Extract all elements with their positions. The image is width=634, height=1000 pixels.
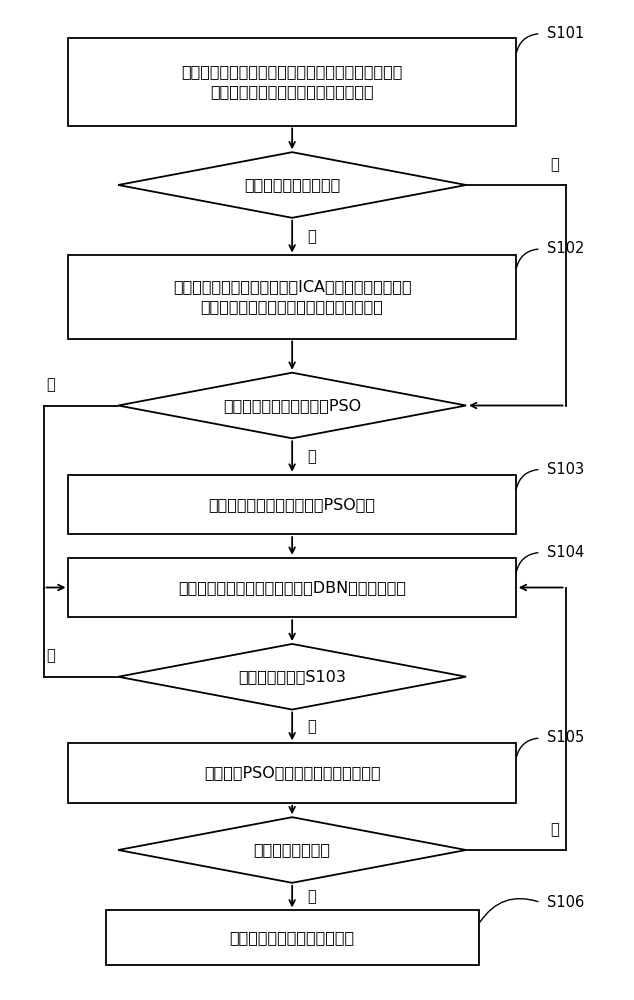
FancyBboxPatch shape xyxy=(106,910,479,965)
Polygon shape xyxy=(118,152,466,218)
Text: S104: S104 xyxy=(547,545,584,560)
Text: 否: 否 xyxy=(47,649,56,664)
Text: 是: 是 xyxy=(307,229,316,244)
Text: 否: 否 xyxy=(550,822,559,837)
Text: 是否达到终止条件: 是否达到终止条件 xyxy=(254,842,331,857)
Text: S102: S102 xyxy=(547,241,585,256)
Text: 将获得的多组工况钻井数据生成样本集，从所述样本
集中抽取多组工况钻井数据作为训练集: 将获得的多组工况钻井数据生成样本集，从所述样本 集中抽取多组工况钻井数据作为训练… xyxy=(181,64,403,99)
Text: S105: S105 xyxy=(547,730,584,746)
Text: 更新所述PSO参数中的粒子速度和位置: 更新所述PSO参数中的粒子速度和位置 xyxy=(204,766,380,780)
FancyBboxPatch shape xyxy=(68,558,516,617)
Polygon shape xyxy=(118,373,466,438)
Polygon shape xyxy=(118,644,466,710)
Text: 是: 是 xyxy=(307,889,316,904)
Text: 否: 否 xyxy=(47,377,56,392)
Text: S101: S101 xyxy=(547,26,584,41)
Text: 是: 是 xyxy=(307,449,316,464)
Text: 是: 是 xyxy=(307,719,316,734)
Text: 是否执行过步骤S103: 是否执行过步骤S103 xyxy=(238,669,346,684)
Text: 否: 否 xyxy=(550,157,559,172)
FancyBboxPatch shape xyxy=(68,38,516,126)
Text: S106: S106 xyxy=(547,895,584,910)
Polygon shape xyxy=(118,817,466,883)
Text: 终止训练，得到工况监测模型: 终止训练，得到工况监测模型 xyxy=(230,930,354,945)
FancyBboxPatch shape xyxy=(68,475,516,534)
Text: 对所述训练集做独立主元分析ICA，得到独立主元的集
合，使用独立主元的集合作为更新的训练集: 对所述训练集做独立主元分析ICA，得到独立主元的集 合，使用独立主元的集合作为更… xyxy=(173,280,411,314)
Text: 是否进行独立主元分析: 是否进行独立主元分析 xyxy=(244,178,340,192)
FancyBboxPatch shape xyxy=(68,255,516,339)
FancyBboxPatch shape xyxy=(68,743,516,803)
Text: S103: S103 xyxy=(547,462,584,477)
Text: 是否使用粒子群优化算法PSO: 是否使用粒子群优化算法PSO xyxy=(223,398,361,413)
Text: 使用所述训练集对深度置信网络DBN模型进行训练: 使用所述训练集对深度置信网络DBN模型进行训练 xyxy=(178,580,406,595)
Text: 随机初始化粒子群优化算法PSO参数: 随机初始化粒子群优化算法PSO参数 xyxy=(209,497,376,512)
